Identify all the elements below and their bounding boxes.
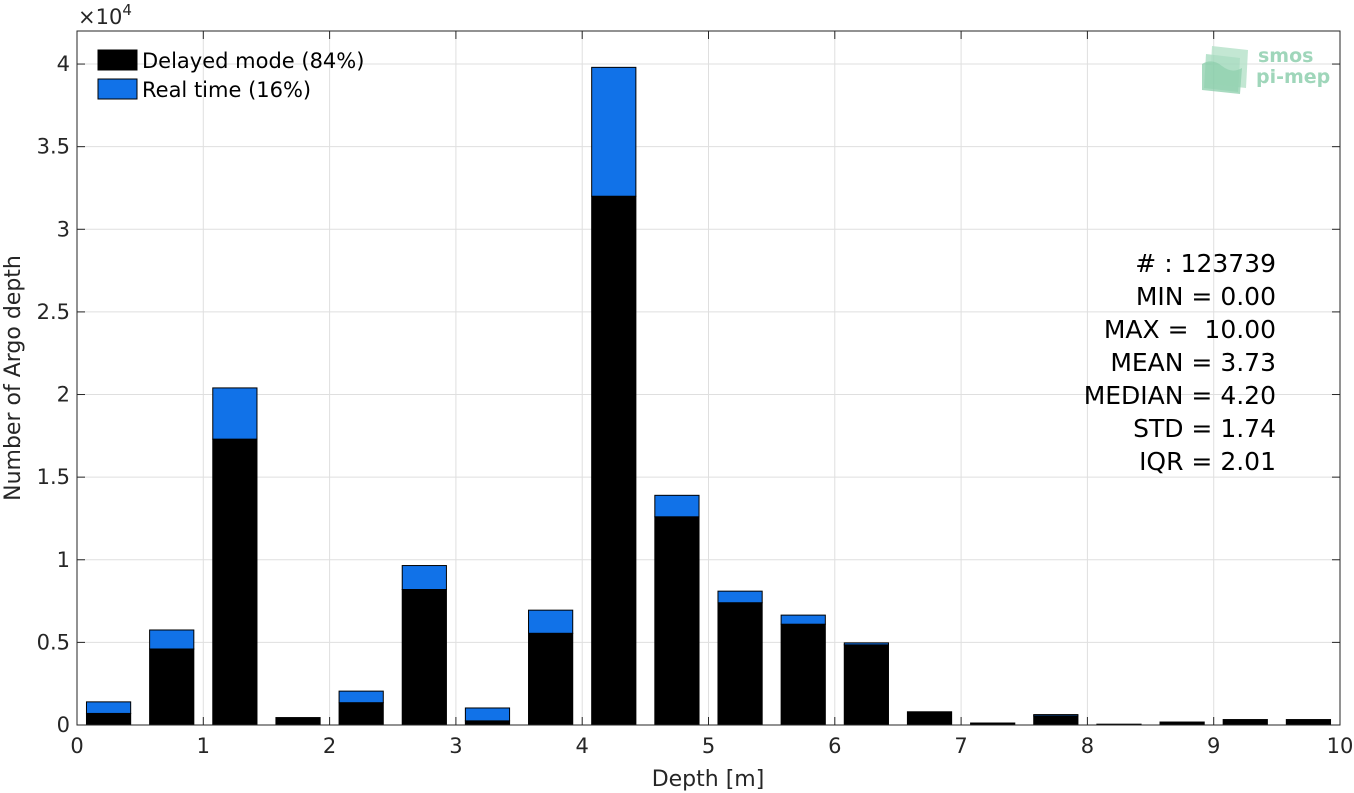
stat-count: # : 123739 — [1135, 249, 1276, 278]
bar-real-time — [212, 387, 258, 440]
bar-delayed-mode — [528, 632, 574, 726]
bar-real-time — [654, 494, 700, 518]
bar-delayed-mode — [275, 717, 321, 726]
bars-group — [85, 66, 1332, 726]
bar-delayed-mode — [149, 648, 195, 726]
bar-delayed-mode — [717, 602, 763, 726]
x-tick-label: 3 — [449, 734, 462, 758]
bar-delayed-mode — [591, 195, 637, 726]
logo-line1: smos — [1258, 45, 1313, 67]
x-axis-label: Depth [m] — [652, 767, 765, 792]
x-tick-label: 5 — [702, 734, 715, 758]
bar-real-time — [780, 614, 826, 625]
x-tick-label: 2 — [323, 734, 336, 758]
y-exponent-power: 4 — [122, 1, 132, 19]
y-tick-label: 0.5 — [37, 630, 70, 654]
stat-min: MIN = 0.00 — [1136, 282, 1276, 311]
legend-swatch-realtime — [97, 78, 138, 100]
x-tick-label: 0 — [70, 734, 83, 758]
stat-max: MAX = 10.00 — [1104, 315, 1276, 344]
bar-real-time — [464, 707, 511, 722]
bar-real-time — [338, 690, 384, 704]
bar-delayed-mode — [843, 644, 889, 726]
bar-delayed-mode — [1033, 715, 1079, 726]
bar-delayed-mode — [1285, 719, 1332, 726]
legend-label-delayed: Delayed mode (84%) — [142, 49, 364, 73]
y-exponent-base: ×10 — [78, 5, 122, 29]
legend-label-realtime: Real time (16%) — [142, 78, 311, 102]
bar-delayed-mode — [654, 516, 700, 726]
x-tick-label: 7 — [954, 734, 967, 758]
y-exponent-label: ×104 — [78, 1, 132, 29]
bar-delayed-mode — [212, 438, 258, 726]
bar-delayed-mode — [780, 623, 826, 726]
bar-real-time — [591, 66, 637, 197]
bar-delayed-mode — [85, 712, 132, 726]
y-tick-label: 0 — [57, 713, 70, 737]
x-tick-label: 8 — [1081, 734, 1094, 758]
bar-delayed-mode — [906, 711, 953, 726]
y-tick-label: 4 — [57, 52, 70, 76]
bar-real-time — [85, 701, 132, 714]
y-tick-label: 1 — [57, 548, 70, 572]
bar-real-time — [717, 590, 763, 604]
bar-real-time — [149, 629, 195, 650]
stat-mean: MEAN = 3.73 — [1110, 348, 1276, 377]
y-tick-label: 3 — [57, 217, 70, 241]
bar-real-time — [843, 642, 889, 646]
bar-delayed-mode — [401, 589, 447, 726]
bar-delayed-mode — [1222, 719, 1268, 726]
x-tick-label: 10 — [1327, 734, 1354, 758]
x-tick-label: 9 — [1207, 734, 1220, 758]
stat-iqr: IQR = 2.01 — [1139, 447, 1276, 476]
stat-std: STD = 1.74 — [1133, 414, 1276, 443]
x-tick-label: 1 — [197, 734, 210, 758]
legend-swatch-delayed — [97, 49, 138, 71]
axis-ticks: 0 1 2 3 4 5 6 7 8 9 10 0 0.5 1 1.5 2 2.5 3 3.5 4 — [37, 31, 1354, 758]
y-tick-label: 1.5 — [37, 465, 70, 489]
stats-block: # : 123739 MIN = 0.00 MAX = 10.00 MEAN =… — [1084, 249, 1276, 476]
bar-real-time — [528, 609, 574, 634]
bar-delayed-mode — [464, 720, 511, 726]
legend: Delayed mode (84%) Real time (16%) — [97, 49, 364, 102]
stat-median: MEDIAN = 4.20 — [1084, 381, 1276, 410]
smos-pimep-logo: smos pi-mep — [1202, 45, 1330, 94]
bar-real-time — [401, 565, 447, 591]
y-axis-label: Number of Argo depth — [1, 255, 26, 501]
bar-delayed-mode — [338, 702, 384, 726]
x-tick-label: 6 — [828, 734, 841, 758]
y-tick-label: 2 — [57, 383, 70, 407]
y-tick-label: 2.5 — [37, 300, 70, 324]
logo-mark — [1202, 46, 1248, 94]
bar-real-time — [1033, 714, 1079, 717]
logo-line2: pi-mep — [1256, 66, 1330, 88]
y-tick-label: 3.5 — [37, 135, 70, 159]
x-tick-label: 4 — [576, 734, 589, 758]
